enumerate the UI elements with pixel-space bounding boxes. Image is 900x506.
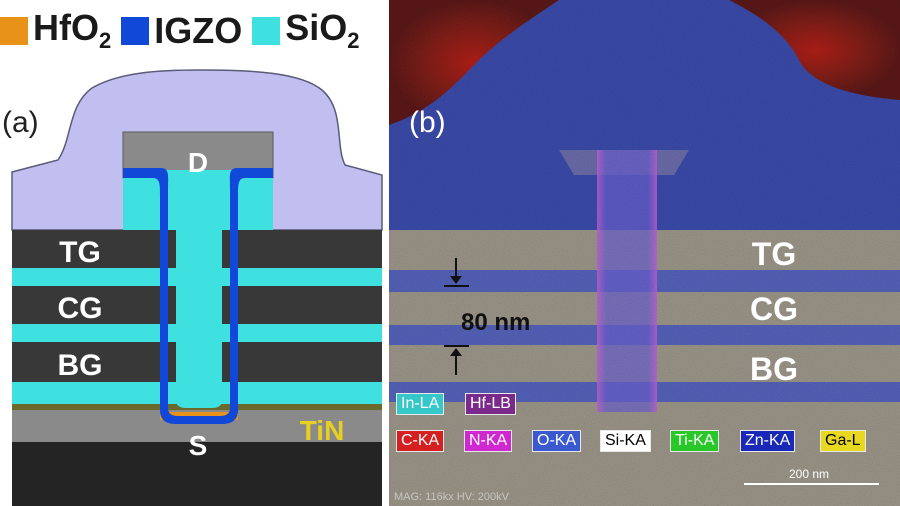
legend-label: IGZO bbox=[154, 10, 243, 51]
substrate bbox=[12, 442, 382, 506]
legend-label: HfO2 bbox=[33, 7, 112, 54]
eds-tag: In-LA bbox=[396, 393, 445, 415]
control-gate-label: CG bbox=[750, 291, 798, 327]
legend-item-hfo2: HfO2 bbox=[0, 7, 111, 54]
eds-tag: Si-KA bbox=[600, 430, 651, 452]
eds-tag: Hf-LB bbox=[465, 393, 516, 415]
tin-label: TiN bbox=[300, 415, 345, 446]
top-gate-label: TG bbox=[59, 236, 101, 269]
material-legend: HfO2 IGZO SiO2 bbox=[0, 6, 370, 56]
eds-tag: Ga-L bbox=[820, 430, 866, 452]
igzo-channel bbox=[123, 168, 273, 424]
bottom-gate-label: BG bbox=[750, 351, 798, 387]
legend-item-sio2: SiO2 bbox=[252, 7, 360, 54]
scale-bar-label: 200 nm bbox=[789, 467, 829, 481]
panel-a-label: (a) bbox=[2, 106, 39, 139]
control-gate-label: CG bbox=[58, 292, 103, 325]
eds-tag: Ti-KA bbox=[670, 430, 720, 452]
sio2-swatch bbox=[252, 17, 281, 45]
eds-tag: C-KA bbox=[396, 430, 445, 452]
channel-pillar bbox=[597, 150, 657, 412]
legend-item-igzo: IGZO bbox=[121, 10, 242, 52]
panel-b-label: (b) bbox=[409, 106, 446, 139]
acquisition-footer: MAG: 116kx HV: 200kV bbox=[394, 491, 510, 503]
dimension-label: 80 nm bbox=[461, 309, 530, 336]
eds-micrograph: (b) TG CG BG 80 nm 200 nm MAG: 116kx HV:… bbox=[389, 0, 900, 506]
legend-label: SiO2 bbox=[285, 7, 360, 54]
hfo2-swatch bbox=[0, 17, 28, 45]
carbon-region-right bbox=[729, 0, 900, 100]
dimension-marker bbox=[444, 258, 469, 375]
schematic-cross-section: (a) D TG CG BG S TiN bbox=[2, 69, 383, 506]
sio2-core bbox=[176, 178, 222, 408]
drain-label: D bbox=[188, 147, 208, 178]
top-gate-label: TG bbox=[752, 236, 796, 272]
eds-tag: Zn-KA bbox=[740, 430, 796, 452]
source-label: S bbox=[189, 430, 208, 461]
carbon-region-left bbox=[389, 0, 559, 125]
eds-tag: N-KA bbox=[464, 430, 513, 452]
igzo-swatch bbox=[121, 17, 150, 45]
bottom-gate-label: BG bbox=[58, 349, 103, 382]
eds-tag: O-KA bbox=[532, 430, 582, 452]
